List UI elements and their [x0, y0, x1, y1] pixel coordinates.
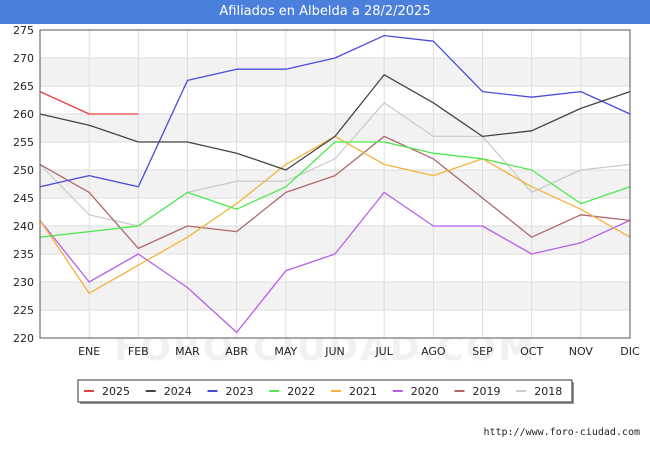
y-tick-label: 240: [13, 220, 34, 233]
footer-url: http://www.foro-ciudad.com: [483, 427, 640, 438]
series-line-2025: [39, 91, 139, 115]
legend-label-2020: 2020: [411, 385, 439, 398]
y-tick-label: 260: [13, 108, 34, 121]
y-tick-label: 230: [13, 276, 34, 289]
legend-label-2018: 2018: [534, 385, 562, 398]
series-line-2023: [39, 34, 631, 188]
x-tick-label: DIC: [620, 345, 640, 358]
y-tick-label: 250: [13, 164, 34, 177]
legend-label-2024: 2024: [164, 385, 192, 398]
series-line-2024: [39, 74, 631, 171]
legend-label-2021: 2021: [349, 385, 377, 398]
x-tick-label: NOV: [569, 345, 594, 358]
legend: 2025 2024 2023 2022 2021 2020 2019 2018: [77, 379, 574, 404]
series-lines: [39, 34, 631, 334]
x-tick-label: AGO: [421, 345, 446, 358]
x-tick-label: MAR: [175, 345, 200, 358]
legend-label-2022: 2022: [287, 385, 315, 398]
legend-label-2025: 2025: [102, 385, 130, 398]
x-tick-label: FEB: [128, 345, 149, 358]
x-tick-label: SEP: [472, 345, 493, 358]
chart-title: Afiliados en Albelda a 28/2/2025: [0, 0, 650, 24]
y-tick-label: 245: [13, 192, 34, 205]
y-tick-label: 265: [13, 80, 34, 93]
y-tick-label: 225: [13, 304, 34, 317]
series-line-2020: [39, 191, 631, 334]
x-tick-label: JUL: [374, 345, 393, 358]
y-tick-label: 255: [13, 136, 34, 149]
y-tick-label: 270: [13, 52, 34, 65]
series-line-2019: [39, 135, 631, 250]
x-tick-label: OCT: [520, 345, 543, 358]
y-tick-label: 275: [13, 24, 34, 37]
y-tick-label: 235: [13, 248, 34, 261]
y-axis-ticks: 220 225 230 235 240 245 250 255 260 265 270 275: [13, 24, 34, 345]
y-tick-label: 220: [13, 332, 34, 345]
x-tick-label: JUN: [324, 345, 345, 358]
x-tick-label: ABR: [225, 345, 248, 358]
legend-label-2019: 2019: [473, 385, 501, 398]
plot-border: [39, 29, 631, 339]
x-axis-ticks: ENE FEB MAR ABR MAY JUN JUL AGO SEP OCT NOV DIC: [78, 345, 640, 358]
x-tick-label: MAY: [274, 345, 297, 358]
legend-box: [77, 379, 573, 403]
legend-label-2023: 2023: [226, 385, 254, 398]
series-line-2022: [39, 141, 631, 238]
x-tick-label: ENE: [78, 345, 100, 358]
